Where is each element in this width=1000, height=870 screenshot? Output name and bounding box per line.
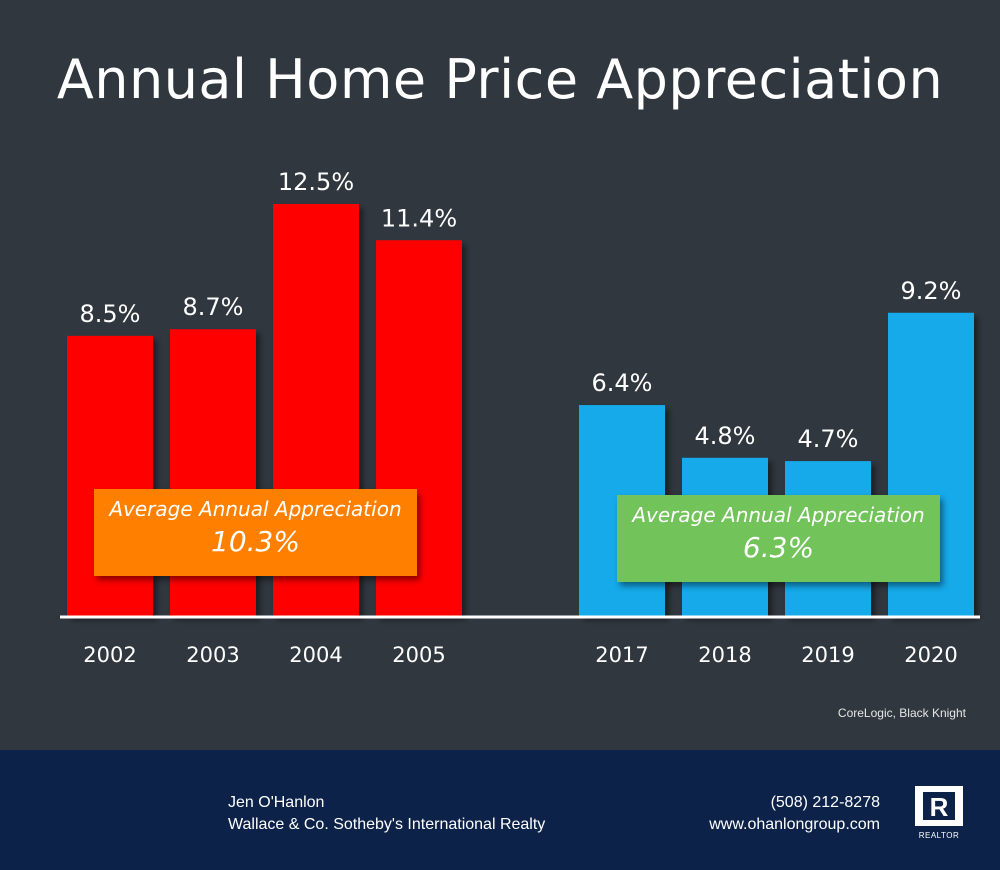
average-label-2002-2005: Average Annual Appreciation	[109, 497, 402, 521]
realtor-logo-letter: R	[930, 792, 949, 822]
x-tick-2005: 2005	[392, 643, 445, 667]
value-label-2017: 6.4%	[592, 369, 653, 397]
average-box-2002-2005: Average Annual Appreciation 10.3%	[94, 489, 417, 576]
average-value-2017-2020: 6.3%	[742, 531, 815, 564]
realtor-logo-icon: R REALTOR	[915, 786, 963, 840]
x-tick-2020: 2020	[904, 643, 957, 667]
x-tick-2018: 2018	[698, 643, 751, 667]
value-label-2003: 8.7%	[183, 293, 244, 321]
average-box-2017-2020: Average Annual Appreciation 6.3%	[617, 495, 940, 582]
agent-company: Wallace & Co. Sotheby's International Re…	[228, 816, 546, 833]
bar-chart: 8.5% 2002 8.7% 2003 12.5% 2004 11.4% 2005 6.4% 20…	[60, 168, 980, 667]
website-link[interactable]: www.ohanlongroup.com	[709, 816, 880, 833]
value-label-2005: 11.4%	[381, 204, 457, 232]
x-tick-2017: 2017	[595, 643, 648, 667]
x-tick-2004: 2004	[289, 643, 342, 667]
agent-name: Jen O'Hanlon	[228, 794, 325, 811]
average-value-2002-2005: 10.3%	[211, 525, 300, 558]
x-tick-2002: 2002	[83, 643, 136, 667]
contact-info: (508) 212-8278 www.ohanlongroup.com	[709, 792, 880, 836]
phone-number[interactable]: (508) 212-8278	[770, 794, 880, 811]
value-label-2018: 4.8%	[695, 422, 756, 450]
value-label-2004: 12.5%	[278, 168, 354, 196]
value-label-2020: 9.2%	[901, 277, 962, 305]
source-credit: CoreLogic, Black Knight	[837, 706, 966, 720]
footer: Jen O'Hanlon Wallace & Co. Sotheby's Int…	[0, 750, 1000, 870]
agent-info: Jen O'Hanlon Wallace & Co. Sotheby's Int…	[228, 792, 545, 836]
chart-title: Annual Home Price Appreciation	[56, 48, 944, 111]
average-label-2017-2020: Average Annual Appreciation	[632, 503, 925, 527]
x-tick-2019: 2019	[801, 643, 854, 667]
realtor-logo-text: REALTOR	[919, 831, 960, 840]
value-label-2019: 4.7%	[798, 425, 859, 453]
x-tick-2003: 2003	[186, 643, 239, 667]
value-label-2002: 8.5%	[80, 300, 141, 328]
